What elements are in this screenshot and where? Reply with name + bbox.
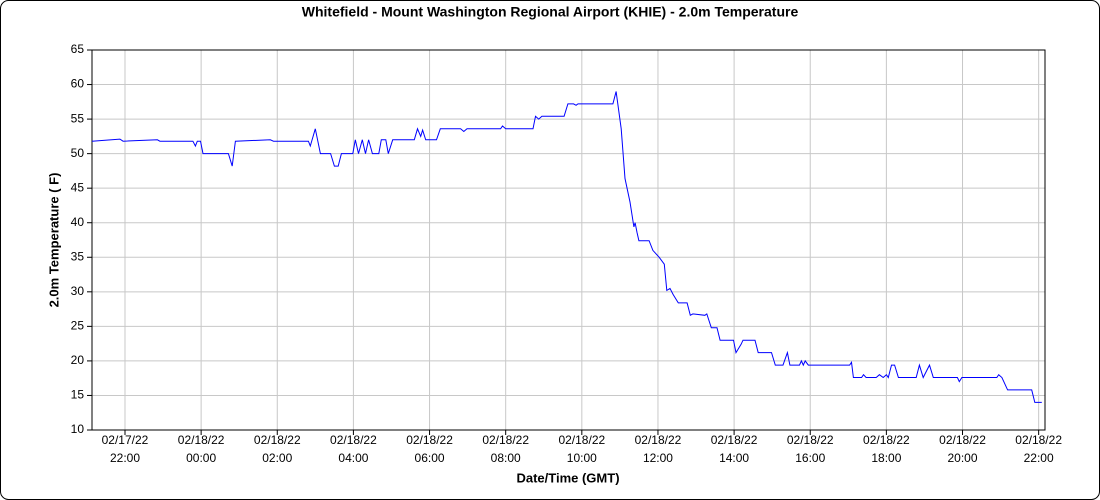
x-tick-label: 14:00 <box>719 451 749 465</box>
x-tick-label: 02/18/22 <box>482 433 529 447</box>
y-axis-label: 2.0m Temperature ( F) <box>46 173 61 308</box>
x-tick-label: 02/18/22 <box>787 433 834 447</box>
x-tick-label: 02:00 <box>262 451 292 465</box>
x-tick-label: 22:00 <box>110 451 140 465</box>
y-tick-label: 60 <box>71 77 85 91</box>
x-tick-label: 02/18/22 <box>178 433 225 447</box>
y-tick-label: 45 <box>71 180 85 194</box>
x-tick-label: 12:00 <box>643 451 673 465</box>
line <box>91 91 1042 403</box>
x-tick-label: 02/18/22 <box>330 433 377 447</box>
x-tick-label: 04:00 <box>338 451 368 465</box>
x-tick-label: 02/18/22 <box>711 433 758 447</box>
x-tick-label: 02/18/22 <box>635 433 682 447</box>
x-tick-label: 00:00 <box>186 451 216 465</box>
x-tick-label: 18:00 <box>871 451 901 465</box>
x-tick-label: 02/18/22 <box>558 433 605 447</box>
plot-area <box>91 49 1046 431</box>
x-tick-label: 20:00 <box>948 451 978 465</box>
y-tick-label: 35 <box>71 249 85 263</box>
y-tick-label: 15 <box>71 388 85 402</box>
y-tick-label: 40 <box>71 215 85 229</box>
x-tick-label: 02/17/22 <box>102 433 149 447</box>
x-tick-label: 06:00 <box>415 451 445 465</box>
y-tick-label: 65 <box>71 42 85 56</box>
y-tick-label: 10 <box>71 422 85 436</box>
chart-title: Whitefield - Mount Washington Regional A… <box>302 4 799 20</box>
x-tick-label: 10:00 <box>567 451 597 465</box>
y-tick-label: 25 <box>71 319 85 333</box>
x-tick-label: 02/18/22 <box>254 433 301 447</box>
y-tick-label: 50 <box>71 146 85 160</box>
y-tick-label: 30 <box>71 284 85 298</box>
x-axis-label: Date/Time (GMT) <box>516 470 619 485</box>
x-tick-label: 22:00 <box>1024 451 1054 465</box>
x-tick-label: 02/18/22 <box>1015 433 1062 447</box>
x-tick-label: 02/18/22 <box>863 433 910 447</box>
x-tick-label: 02/18/22 <box>406 433 453 447</box>
y-tick-label: 20 <box>71 353 85 367</box>
y-tick-label: 55 <box>71 111 85 125</box>
x-tick-label: 16:00 <box>795 451 825 465</box>
x-tick-label: 08:00 <box>491 451 521 465</box>
x-tick-label: 02/18/22 <box>939 433 986 447</box>
